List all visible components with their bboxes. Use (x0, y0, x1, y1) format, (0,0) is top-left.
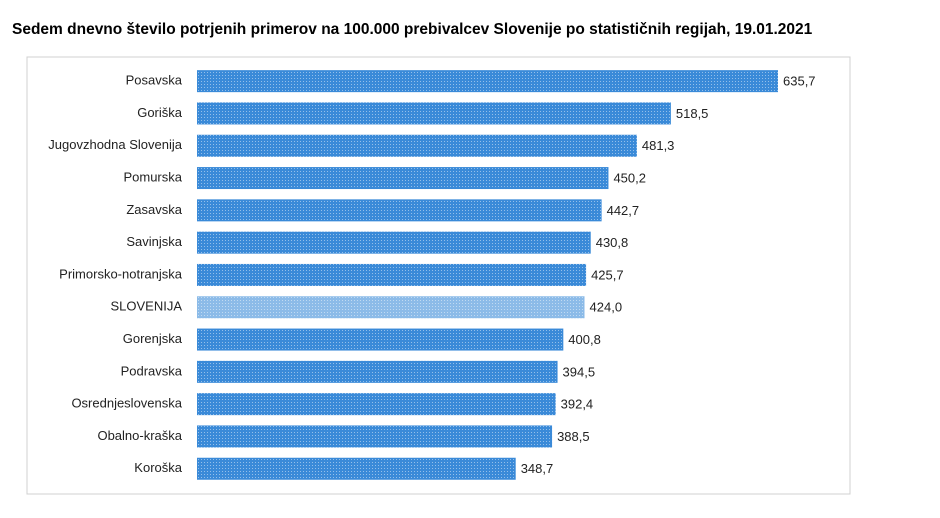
value-label: 400,8 (568, 332, 601, 347)
bar (197, 102, 671, 125)
category-label: Primorsko-notranjska (59, 266, 183, 281)
category-label: Savinjska (126, 234, 182, 249)
bar (197, 425, 553, 448)
category-label: Pomurska (123, 169, 182, 184)
value-label: 442,7 (607, 203, 640, 218)
bar (197, 457, 516, 480)
value-label: 430,8 (596, 235, 629, 250)
value-label: 348,7 (521, 461, 554, 476)
bar (197, 231, 591, 254)
bar (197, 167, 609, 190)
plot-frame (26, 56, 851, 495)
bar (197, 70, 778, 93)
bar (197, 393, 556, 416)
chart-title: Sedem dnevno število potrjenih primerov … (12, 21, 813, 38)
category-label: Osrednjeslovenska (71, 396, 182, 411)
category-label: Goriška (137, 105, 183, 120)
bar (197, 360, 558, 383)
category-label: Posavska (126, 73, 183, 88)
category-label: Obalno-kraška (97, 428, 182, 443)
value-label: 394,5 (563, 364, 596, 379)
bar (197, 199, 602, 222)
bar (197, 263, 587, 286)
category-label: Jugovzhodna Slovenija (48, 137, 182, 152)
bar (197, 296, 585, 319)
value-label: 392,4 (561, 397, 594, 412)
value-label: 424,0 (590, 300, 623, 315)
category-label: Gorenjska (123, 331, 183, 346)
category-label: SLOVENIJA (110, 299, 182, 314)
value-label: 481,3 (642, 138, 675, 153)
bar (197, 134, 637, 157)
value-label: 425,7 (591, 267, 624, 282)
category-label: Koroška (134, 460, 182, 475)
value-label: 518,5 (676, 106, 709, 121)
category-label: Podravska (121, 363, 183, 378)
bar (197, 328, 564, 351)
category-label: Zasavska (126, 202, 182, 217)
value-label: 388,5 (557, 429, 590, 444)
value-label: 635,7 (783, 74, 816, 89)
value-label: 450,2 (613, 170, 646, 185)
